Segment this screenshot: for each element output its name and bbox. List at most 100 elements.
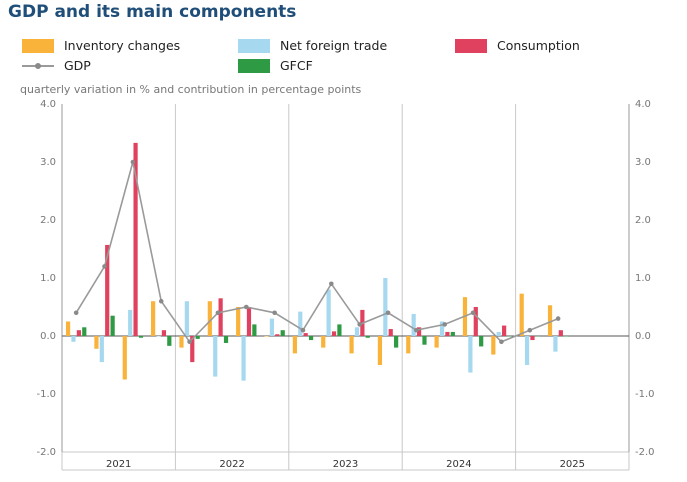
bar-gfcf-2023Q2 <box>337 324 342 336</box>
bar-consumption-2024Q2 <box>445 331 450 336</box>
legend-item-inventory[interactable]: Inventory changes <box>22 38 180 53</box>
bar-gfcf-2024Q1 <box>422 336 427 345</box>
bar-net_trade-2021Q3 <box>128 309 133 336</box>
gdp-point-2022Q3 <box>243 304 249 310</box>
gdp-point-2022Q1 <box>187 339 192 345</box>
bar-gfcf-2021Q3 <box>138 336 144 338</box>
bar-net_trade-2023Q1 <box>298 311 303 336</box>
bar-gfcf-2023Q1 <box>308 336 314 341</box>
bar-gfcf-2021Q4 <box>167 336 172 346</box>
y-tick-label-right: 3.0 <box>635 157 651 168</box>
bar-gfcf-2021Q1 <box>82 327 87 336</box>
bar-net_trade-2024Q4 <box>496 331 501 336</box>
legend-label-net-foreign-trade: Net foreign trade <box>280 38 388 53</box>
bar-net_trade-2022Q3 <box>241 336 246 381</box>
gdp-point-2021Q2 <box>102 264 107 269</box>
bar-gfcf-2025Q1 <box>535 336 540 337</box>
bar-net_trade-2022Q4 <box>269 318 275 336</box>
legend-swatch-net-foreign-trade <box>238 38 270 53</box>
legend-swatch-gfcf <box>238 58 270 73</box>
legend-swatch-inventory <box>22 38 54 53</box>
gdp-line <box>75 161 559 344</box>
y-tick-label-left: -2.0 <box>36 447 56 458</box>
y-tick-label-left: 4.0 <box>40 99 56 110</box>
legend-item-consumption[interactable]: Consumption <box>455 38 580 53</box>
bar-inventory-2022Q4 <box>264 336 269 337</box>
legend-item-gfcf[interactable]: GFCF <box>238 58 313 73</box>
y-tick-label-right: 0.0 <box>635 331 651 342</box>
bar-inventory-2021Q1 <box>65 321 71 336</box>
legend-swatch-consumption <box>455 38 487 53</box>
legend-item-gdp[interactable]: GDP <box>22 58 91 73</box>
bar-net_trade-2024Q1 <box>411 313 416 336</box>
chart-subtitle: quarterly variation in % and contributio… <box>20 83 362 96</box>
y-tick-label-left: -1.0 <box>36 389 56 400</box>
legend-label-gfcf: GFCF <box>280 58 313 73</box>
bar-gfcf-2024Q4 <box>507 336 512 337</box>
bar-consumption-2024Q4 <box>502 325 507 336</box>
gdp-point-2024Q3 <box>470 310 476 316</box>
y-tick-label-left: 2.0 <box>40 215 56 226</box>
bar-inventory-2023Q4 <box>377 336 383 365</box>
bar-gfcf-2025Q2 <box>564 336 569 337</box>
bar-consumption-2022Q4 <box>275 334 280 336</box>
bar-inventory-2021Q3 <box>122 336 127 380</box>
bar-net_trade-2025Q1 <box>524 336 530 365</box>
bar-net_trade-2021Q2 <box>99 336 104 363</box>
gdp-point-2022Q4 <box>272 310 277 316</box>
bar-consumption-2023Q1 <box>303 333 308 336</box>
gdp-point-2024Q4 <box>499 339 504 345</box>
bar-gfcf-2022Q2 <box>223 336 229 343</box>
bar-gfcf-2022Q4 <box>280 330 285 336</box>
bar-net_trade-2022Q1 <box>184 301 189 336</box>
bar-gfcf-2022Q3 <box>252 324 257 336</box>
bar-net_trade-2021Q1 <box>71 336 76 342</box>
bar-consumption-2024Q3 <box>473 307 478 336</box>
y-tick-label-right: 2.0 <box>635 215 651 226</box>
bar-net_trade-2024Q2 <box>439 321 445 336</box>
bar-inventory-2021Q4 <box>151 301 156 336</box>
bar-gfcf-2021Q2 <box>110 315 115 336</box>
bar-inventory-2025Q1 <box>519 293 524 336</box>
gdp-point-2021Q1 <box>73 310 79 316</box>
bar-gfcf-2022Q1 <box>195 336 200 339</box>
gdp-point-2021Q3 <box>130 159 136 165</box>
gdp-point-2025Q1 <box>527 327 533 333</box>
legend-swatch-gdp <box>22 59 54 73</box>
y-tick-label-left: 0.0 <box>40 331 56 342</box>
legend-item-net-foreign-trade[interactable]: Net foreign trade <box>238 38 387 53</box>
bar-net_trade-2023Q4 <box>383 278 388 336</box>
bar-net_trade-2023Q2 <box>326 289 331 336</box>
chart-title: GDP and its main components <box>8 2 297 22</box>
y-tick-label-left: 1.0 <box>40 273 56 284</box>
bar-consumption-2025Q2 <box>558 330 563 336</box>
bar-net_trade-2022Q2 <box>213 336 218 377</box>
bar-gfcf-2024Q3 <box>479 336 484 347</box>
year-label-2021: 2021 <box>106 459 131 470</box>
legend-label-inventory: Inventory changes <box>64 38 181 53</box>
bar-net_trade-2024Q3 <box>468 336 473 373</box>
bar-inventory-2023Q2 <box>321 336 326 348</box>
bar-consumption-2021Q1 <box>76 330 81 336</box>
y-tick-label-left: 3.0 <box>40 157 56 168</box>
year-label-2024: 2024 <box>446 459 471 470</box>
bar-consumption-2021Q3 <box>133 142 138 336</box>
gdp-point-2022Q2 <box>215 310 221 316</box>
bar-net_trade-2023Q3 <box>354 327 360 336</box>
bar-inventory-2024Q1 <box>406 336 411 354</box>
gdp-point-2025Q2 <box>555 316 561 321</box>
bar-inventory-2023Q3 <box>349 336 354 354</box>
y-tick-label-right: -1.0 <box>635 389 655 400</box>
bar-consumption-2022Q2 <box>218 298 223 336</box>
gdp-point-2024Q1 <box>414 327 419 333</box>
bar-gfcf-2023Q3 <box>365 336 370 338</box>
bar-inventory-2023Q1 <box>292 336 297 354</box>
bar-consumption-2025Q1 <box>530 336 535 341</box>
gdp-point-2023Q1 <box>300 327 306 333</box>
y-tick-label-right: 4.0 <box>635 99 651 110</box>
bar-inventory-2022Q2 <box>207 301 212 336</box>
bar-consumption-2024Q1 <box>416 327 422 336</box>
bar-consumption-2022Q1 <box>190 336 195 363</box>
bar-inventory-2025Q2 <box>547 305 553 336</box>
